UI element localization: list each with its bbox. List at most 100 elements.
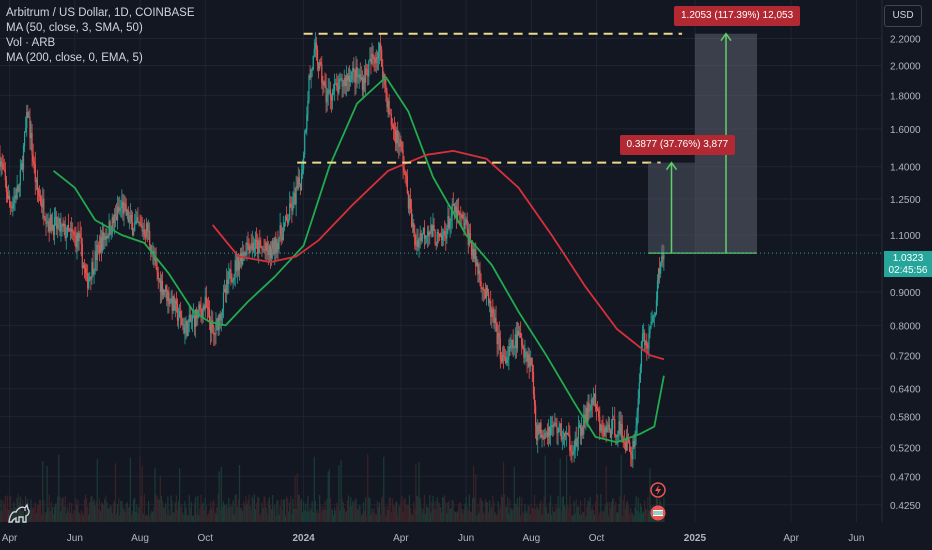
candle-body bbox=[505, 357, 507, 364]
candle-body bbox=[397, 130, 399, 143]
volume-bar bbox=[512, 508, 514, 522]
candle-body bbox=[169, 303, 171, 305]
volume-bar bbox=[328, 469, 330, 522]
candle-body bbox=[404, 171, 406, 174]
candle-body bbox=[616, 436, 618, 438]
volume-bar bbox=[647, 496, 649, 522]
candle-body bbox=[200, 308, 202, 312]
volume-bar bbox=[344, 512, 346, 522]
volume-bar bbox=[286, 498, 289, 522]
volume-bar bbox=[646, 509, 648, 522]
volume-bar bbox=[6, 495, 9, 522]
candle-body bbox=[142, 229, 144, 232]
candle-body bbox=[559, 423, 561, 427]
candle-body bbox=[241, 253, 243, 265]
tradingview-logo-icon[interactable] bbox=[6, 500, 32, 526]
candle-body bbox=[193, 315, 196, 327]
volume-bar bbox=[548, 502, 551, 522]
candle-body bbox=[322, 82, 324, 86]
volume-bar bbox=[421, 512, 423, 522]
volume-bar bbox=[389, 497, 391, 522]
lightning-icon[interactable] bbox=[650, 482, 666, 498]
volume-bar bbox=[498, 509, 500, 522]
volume-bar bbox=[172, 512, 174, 522]
volume-bar bbox=[536, 506, 538, 522]
candle-body bbox=[4, 170, 6, 181]
candle-body bbox=[43, 198, 45, 218]
volume-bar bbox=[46, 465, 48, 522]
volume-bar bbox=[599, 512, 601, 522]
candle-body bbox=[661, 256, 663, 263]
candle-body bbox=[649, 327, 651, 334]
volume-bar bbox=[52, 513, 55, 522]
measure-label-2: 1.2053 (117.39%) 12,053 bbox=[674, 5, 801, 26]
candle-body bbox=[204, 296, 206, 310]
candle-body bbox=[580, 427, 583, 436]
currency-button[interactable]: USD bbox=[884, 5, 922, 27]
candle-body bbox=[647, 348, 649, 349]
volume-bar bbox=[14, 507, 16, 522]
measure-arrowhead bbox=[665, 161, 678, 171]
candle-body bbox=[408, 198, 411, 209]
volume-bar bbox=[648, 510, 650, 522]
candle-body bbox=[632, 441, 634, 460]
volume-bar bbox=[642, 511, 645, 522]
x-tick-label: Apr bbox=[2, 533, 18, 544]
volume-bar bbox=[275, 515, 277, 522]
candle-body bbox=[326, 94, 328, 103]
y-tick-label: 0.5200 bbox=[890, 444, 921, 455]
volume-bar bbox=[376, 501, 378, 522]
candle-body bbox=[344, 77, 346, 87]
candle-body bbox=[562, 436, 565, 439]
candle-body bbox=[536, 425, 538, 441]
volume-bar bbox=[105, 495, 107, 522]
volume-bar bbox=[28, 513, 30, 522]
volume-bar bbox=[452, 500, 454, 522]
candle-body bbox=[14, 195, 16, 199]
candle-body bbox=[362, 77, 365, 91]
last-price-value: 1.0323 bbox=[892, 253, 924, 264]
volume-bar bbox=[508, 513, 510, 522]
candle-body bbox=[260, 244, 262, 248]
volume-bar bbox=[153, 507, 155, 522]
candle-body bbox=[311, 69, 313, 71]
candle-body bbox=[460, 215, 462, 218]
candle-body bbox=[228, 271, 230, 284]
candle-body bbox=[314, 42, 316, 49]
candle-body bbox=[594, 393, 597, 407]
candlesticks bbox=[0, 32, 665, 469]
candle-body bbox=[186, 321, 188, 336]
candle-body bbox=[653, 315, 655, 316]
candle-body bbox=[146, 223, 149, 232]
volume-bar bbox=[165, 503, 167, 522]
volume-bar bbox=[221, 506, 223, 522]
volume-bar bbox=[414, 508, 416, 522]
candle-body bbox=[35, 179, 37, 182]
volume-bar bbox=[392, 504, 395, 522]
volume-bar bbox=[420, 506, 422, 522]
x-tick-label: 2024 bbox=[292, 533, 315, 544]
candle-body bbox=[655, 300, 658, 314]
volume-bar bbox=[20, 510, 22, 522]
volume-bar bbox=[134, 497, 136, 522]
candle-body bbox=[526, 351, 528, 362]
volume-bar bbox=[30, 499, 32, 522]
candle-body bbox=[206, 306, 209, 308]
candle-body bbox=[213, 327, 215, 335]
volume-bar bbox=[31, 507, 33, 522]
candle-body bbox=[535, 405, 537, 426]
candle-body bbox=[353, 67, 355, 71]
candle-body bbox=[337, 86, 339, 93]
candle-body bbox=[645, 340, 647, 346]
candle-body bbox=[358, 74, 360, 77]
candle-body bbox=[577, 427, 579, 439]
volume-bar bbox=[341, 498, 343, 522]
volume-bar bbox=[549, 495, 552, 522]
volume-bar bbox=[336, 502, 338, 522]
volume-bar bbox=[49, 511, 51, 522]
candle-body bbox=[181, 316, 183, 326]
globe-flag-icon[interactable] bbox=[650, 505, 666, 521]
volume-bar bbox=[269, 504, 272, 522]
volume-bar bbox=[448, 500, 450, 522]
